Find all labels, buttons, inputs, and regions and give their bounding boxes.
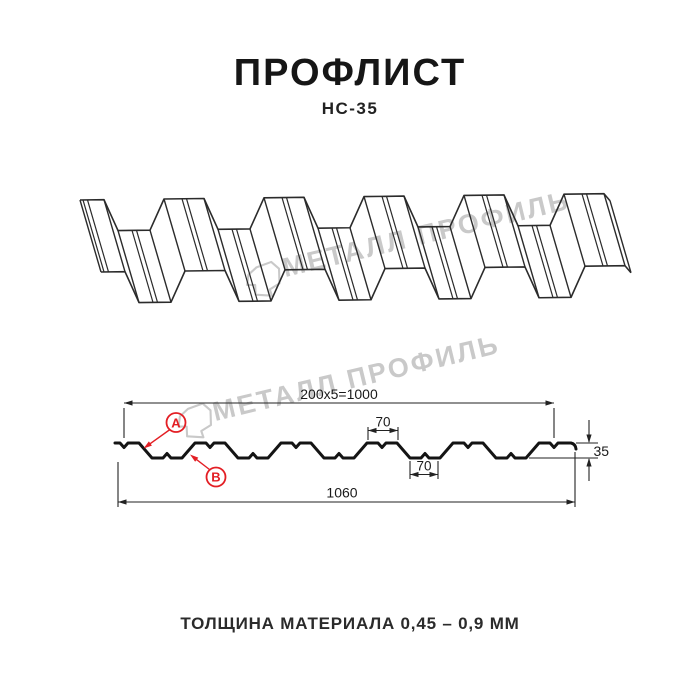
cross-section-drawing: МЕТАЛЛ ПРОФИЛЬ 200x5=1000 70 70 35 1060 … [113,329,610,507]
metal-profile-logo-icon [246,260,281,297]
sheet-wireframe [79,192,632,304]
page-title: ПРОФЛИСТ [233,52,467,94]
dimension-lines [113,400,598,507]
dim-crest-width: 70 [375,415,390,430]
metal-profile-logo-icon [177,402,213,439]
profile-3d-drawing: МЕТАЛЛ ПРОФИЛЬ [79,185,632,304]
callout-arrows [143,412,227,488]
callout-label-b: B [211,470,220,485]
dim-profile-height: 35 [594,443,610,459]
dim-coverage-width: 200x5=1000 [300,386,378,402]
dim-total-width: 1060 [326,485,357,501]
watermark: МЕТАЛЛ ПРОФИЛЬ [246,185,573,297]
dim-trough-width: 70 [416,459,431,474]
profile-model: НС-35 [321,99,379,118]
watermark-text: МЕТАЛЛ ПРОФИЛЬ [280,185,573,283]
callout-label-a: A [171,416,181,431]
watermark-text: МЕТАЛЛ ПРОФИЛЬ [210,329,503,427]
material-thickness-note: ТОЛЩИНА МАТЕРИАЛА 0,45 – 0,9 ММ [180,614,520,633]
